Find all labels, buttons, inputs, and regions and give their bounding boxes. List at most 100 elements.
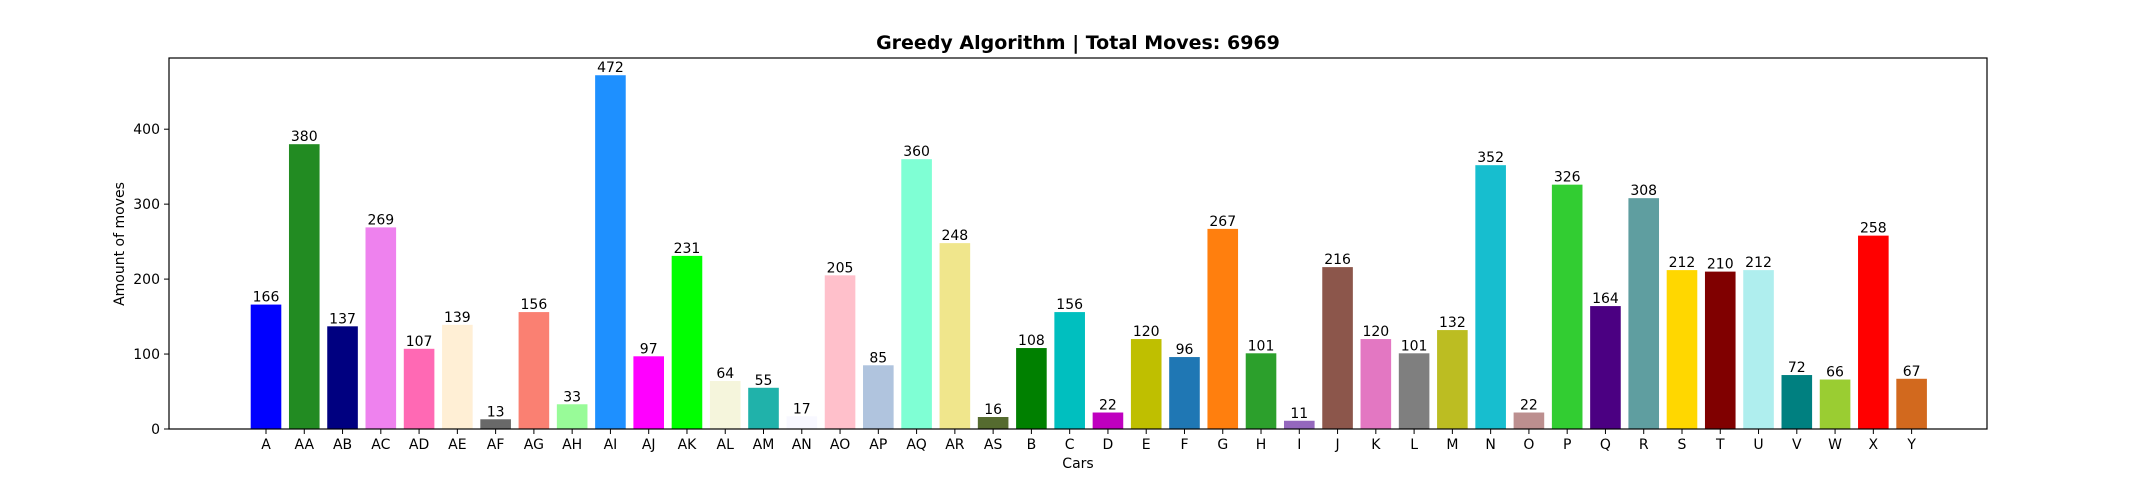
bar-AF [480,419,511,429]
x-tick-label-AO: AO [830,437,850,453]
y-axis-ticks: 0 100 200 300 400 [133,122,169,438]
bar-value-label-AB: 137 [329,311,356,327]
x-tick-label-O: O [1523,437,1534,453]
x-tick-label-E: E [1142,437,1151,453]
x-tick-label-AF: AF [487,437,505,453]
bar-Q [1590,306,1621,429]
bar-AP [863,365,894,429]
bar-value-label-AA: 380 [291,129,318,145]
bar-U [1743,270,1774,429]
bar-C [1054,312,1085,429]
bar-AR [939,243,971,429]
x-tick-label-K: K [1371,437,1381,453]
bar-AQ [901,159,932,429]
x-tick-label-AL: AL [717,437,735,453]
bar-value-label-AL: 64 [716,366,734,382]
bar-value-label-P: 326 [1554,170,1581,186]
x-tick-label-AH: AH [562,437,582,453]
bar-X [1858,235,1889,429]
x-tick-label-J: J [1334,437,1339,453]
bar-H [1245,353,1277,429]
bar-value-label-Y: 67 [1903,364,1921,380]
bar-K [1360,339,1392,429]
bar-T [1704,271,1736,429]
bar-D [1092,412,1124,429]
bar-value-label-I: 11 [1290,406,1308,422]
x-tick-label-R: R [1639,437,1649,453]
y-tick-label-100: 100 [133,347,160,363]
y-tick-label-200: 200 [133,272,160,288]
x-tick-label-AB: AB [333,437,352,453]
bar-Y [1896,378,1927,429]
bar-value-label-W: 66 [1826,365,1844,381]
bar-value-label-R: 308 [1630,183,1657,199]
bar-R [1628,198,1660,429]
x-tick-label-AA: AA [294,437,314,453]
bar-P [1551,184,1583,429]
x-tick-label-AR: AR [945,437,965,453]
x-tick-label-AI: AI [604,437,618,453]
x-tick-label-AP: AP [869,437,887,453]
x-tick-label-AS: AS [984,437,1003,453]
x-tick-label-AG: AG [524,437,544,453]
bar-AN [786,416,818,429]
bar-V [1781,375,1813,429]
bar-value-label-AG: 156 [521,297,548,313]
bar-value-label-O: 22 [1520,398,1538,414]
bar-value-label-K: 120 [1362,324,1389,340]
bar-AL [709,381,741,429]
bar-value-label-D: 22 [1099,398,1117,414]
bar-value-label-S: 212 [1669,255,1696,271]
x-tick-label-V: V [1792,437,1802,453]
x-tick-label-W: W [1828,437,1842,453]
bar-value-label-AS: 16 [984,402,1002,418]
bar-value-label-A: 166 [253,290,280,306]
bar-AG [518,312,550,429]
bar-value-label-T: 210 [1707,257,1734,273]
x-tick-label-F: F [1180,437,1188,453]
x-tick-label-Y: Y [1906,437,1916,453]
bar-value-label-E: 120 [1133,324,1160,340]
bar-value-label-AK: 231 [674,241,701,257]
x-tick-label-I: I [1297,437,1301,453]
x-tick-label-C: C [1065,437,1075,453]
bar-AA [288,144,320,429]
bar-I [1283,420,1315,429]
bar-AO [824,275,856,429]
bar-value-label-AC: 269 [367,212,394,228]
x-tick-label-H: H [1256,437,1267,453]
x-axis-label: Cars [1062,456,1093,472]
x-tick-label-T: T [1715,437,1725,453]
bar-L [1398,353,1430,429]
x-tick-label-S: S [1678,437,1687,453]
bar-value-label-V: 72 [1788,360,1806,376]
bar-AD [403,348,435,429]
x-tick-label-AN: AN [792,437,812,453]
bar-B [1016,348,1047,429]
bar-value-label-AJ: 97 [640,341,658,357]
x-tick-label-AD: AD [409,437,429,453]
bar-AH [556,404,588,429]
bar-value-label-C: 156 [1056,297,1083,313]
bar-value-label-AD: 107 [406,334,433,350]
x-tick-label-AE: AE [448,437,466,453]
bar-value-label-AF: 13 [487,404,505,420]
x-tick-label-M: M [1446,437,1458,453]
bar-value-label-H: 101 [1248,338,1275,354]
bar-W [1819,379,1851,429]
bar-value-label-AM: 55 [755,373,773,389]
x-tick-label-AM: AM [753,437,775,453]
y-tick-label-0: 0 [151,422,160,438]
bar-A [250,304,282,429]
chart-title: Greedy Algorithm | Total Moves: 6969 [876,32,1280,54]
bar-value-label-F: 96 [1176,342,1194,358]
x-tick-label-L: L [1410,437,1418,453]
x-tick-label-AK: AK [678,437,698,453]
bar-value-label-AP: 85 [869,350,887,366]
bar-AM [748,387,779,429]
bar-value-label-Q: 164 [1592,291,1619,307]
bar-value-label-AN: 17 [793,401,811,417]
x-tick-label-A: A [261,437,271,453]
y-tick-label-300: 300 [133,197,160,213]
